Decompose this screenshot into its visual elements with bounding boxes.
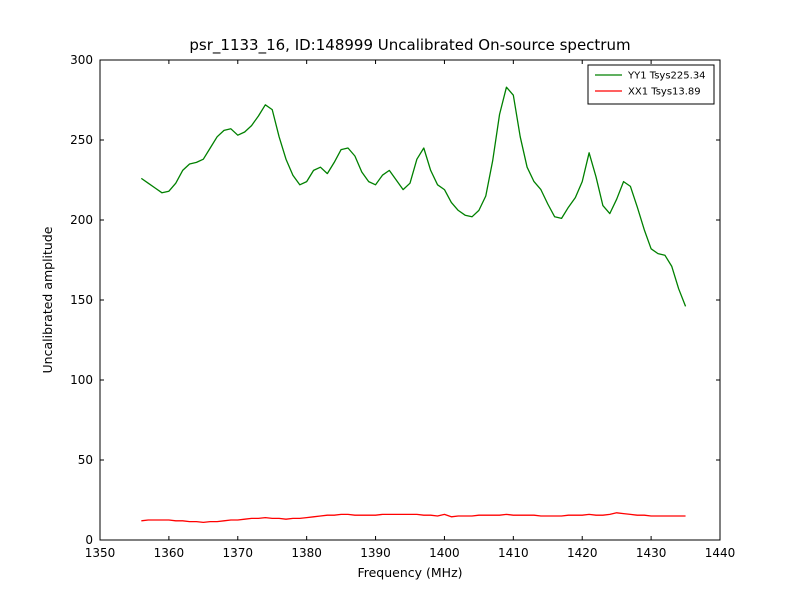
legend: YY1 Tsys225.34 XX1 Tsys13.89	[587, 64, 715, 105]
series-line	[141, 512, 686, 524]
tick-layer: 1350 1360 1370 1380 1390 1400 1410 1420 1430 1440…	[70, 53, 735, 560]
y-axis-label: Uncalibrated amplitude	[40, 226, 55, 373]
chart-title: psr_1133_16, ID:148999 Uncalibrated On-s…	[189, 36, 630, 55]
y-tick-label: 250	[70, 133, 93, 147]
legend-entry-label: YY1 Tsys225.34	[627, 71, 706, 82]
y-tick-label: 100	[70, 373, 93, 387]
x-tick-label: 1360	[154, 546, 185, 560]
x-tick-label: 1380	[291, 546, 322, 560]
legend-entry-label: XX1 Tsys13.89	[628, 87, 701, 98]
x-tick-label: 1440	[705, 546, 736, 560]
x-tick-label: 1410	[498, 546, 529, 560]
y-tick-label: 200	[70, 213, 93, 227]
y-tick-label: 150	[70, 293, 93, 307]
x-tick-label: 1370	[223, 546, 254, 560]
x-axis-label: Frequency (MHz)	[357, 565, 462, 580]
y-tick-label: 300	[70, 53, 93, 67]
x-tick-label: 1420	[567, 546, 598, 560]
series-line	[140, 86, 687, 307]
series-layer	[140, 86, 687, 524]
axes-frame	[99, 59, 721, 541]
x-tick-label: 1350	[85, 546, 116, 560]
y-tick-label: 50	[78, 453, 93, 467]
y-tick-label: 0	[85, 533, 93, 547]
legend-box	[587, 64, 715, 105]
x-tick-label: 1390	[360, 546, 391, 560]
x-tick-label: 1400	[429, 546, 460, 560]
x-tick-label: 1430	[636, 546, 667, 560]
